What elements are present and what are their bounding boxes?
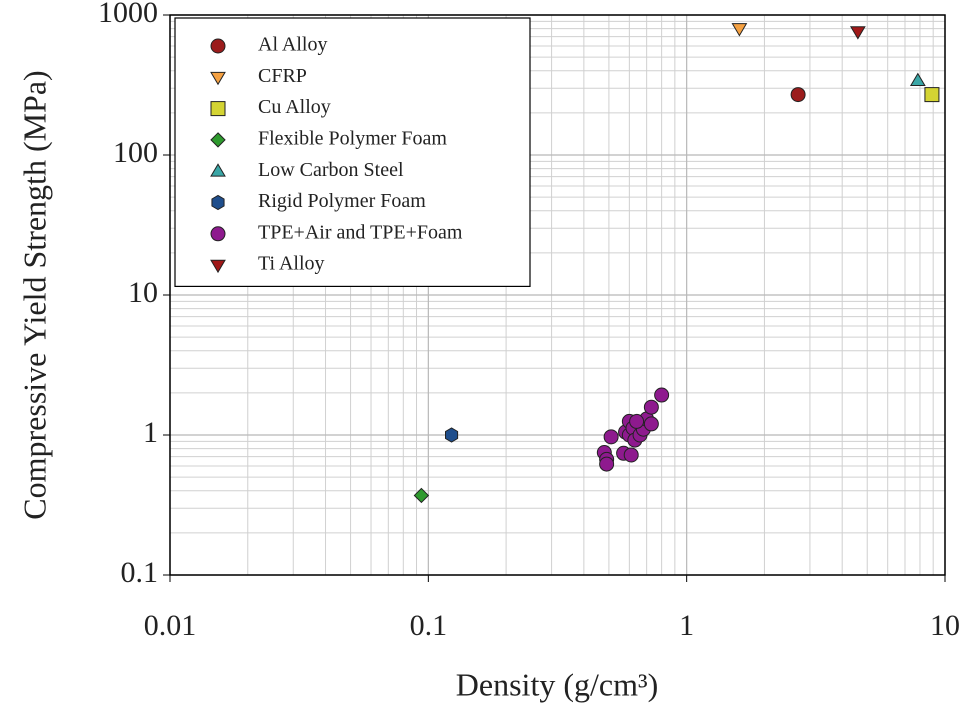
- legend-marker: [211, 194, 225, 211]
- legend-label: Cu Alloy: [258, 96, 331, 118]
- legend-marker: [210, 38, 226, 54]
- data-point: [413, 487, 430, 504]
- x-tick-label: 0.01: [144, 609, 197, 642]
- legend-label: Flexible Polymer Foam: [258, 127, 447, 149]
- data-point: [731, 23, 748, 37]
- plot-frame: [169, 14, 946, 576]
- legend-label: CFRP: [258, 65, 307, 87]
- data-point: [629, 413, 645, 429]
- data-point: [909, 72, 926, 86]
- data-point: [654, 387, 670, 403]
- data-point: [444, 427, 459, 443]
- legend-marker: [210, 101, 226, 117]
- x-tick-label: 0.1: [410, 609, 448, 642]
- y-axis-label: Compressive Yield Strength (MPa): [16, 70, 52, 519]
- legend-marker: [210, 163, 226, 177]
- y-tick-label: 1: [143, 416, 158, 449]
- legend-box: [174, 17, 531, 287]
- legend-label: Rigid Polymer Foam: [258, 190, 426, 212]
- data-point: [623, 447, 639, 463]
- legend-marker: [210, 71, 226, 86]
- data-point: [603, 429, 619, 445]
- legend-label: TPE+Air and TPE+Foam: [258, 221, 463, 243]
- x-axis-label: Density (g/cm³): [456, 666, 658, 702]
- legend-label: Al Alloy: [258, 34, 327, 56]
- data-point: [643, 416, 659, 432]
- y-tick-label: 100: [113, 136, 158, 169]
- x-tick-label: 1: [679, 609, 694, 642]
- y-tick-label: 1000: [98, 0, 158, 29]
- legend-marker: [210, 226, 226, 242]
- legend-marker: [210, 259, 226, 274]
- data-point: [850, 26, 866, 40]
- data-point: [643, 399, 659, 415]
- x-tick-label: 10: [930, 609, 960, 642]
- data-point: [924, 87, 940, 103]
- legend-marker: [210, 132, 226, 148]
- data-point: [790, 87, 806, 103]
- legend-label: Low Carbon Steel: [258, 159, 404, 181]
- y-tick-label: 10: [128, 276, 158, 309]
- legend-label: Ti Alloy: [258, 253, 325, 275]
- data-point: [599, 456, 615, 472]
- y-tick-label: 0.1: [121, 556, 159, 589]
